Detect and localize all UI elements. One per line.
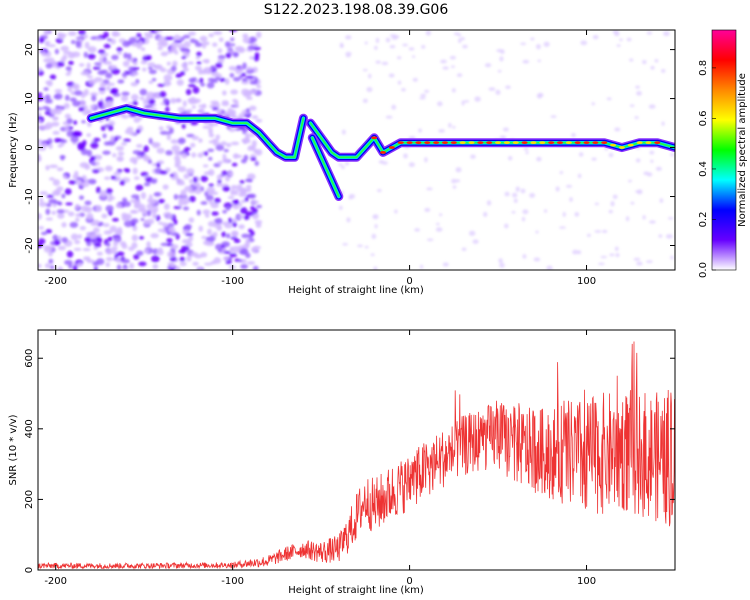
figure-title: S122.2023.198.08.39.G06 [264,2,449,18]
y-tick-label: 600 [24,349,35,368]
y-tick-label: -10 [24,188,35,204]
y-tick-label: 10 [24,92,35,105]
spectrogram-ylabel: Frequency (Hz) [8,112,19,188]
spectrogram-image [38,30,675,270]
colorbar-label: Normalized spectral amplitude [737,73,748,227]
x-tick-label: 0 [406,276,412,287]
ridge-branch [307,133,344,201]
colorbar-gradient [712,30,736,270]
x-tick-label: 100 [577,276,596,287]
noise-speckles [38,30,675,270]
colorbar: 0.0 0.2 0.4 0.6 0.8 Normalized spectral ampl… [698,29,748,278]
ridge-left [86,103,308,162]
snr-ticks: -200 -100 0 100 0 200 400 600 [24,330,675,587]
snr-ylabel: SNR (10 * v/v) [8,414,19,485]
colorbar-frame [711,29,737,271]
ridge-hotspots [371,136,661,154]
y-tick-label: 0 [24,144,35,150]
snr-frame [37,329,676,571]
x-tick-label: 0 [406,576,412,587]
snr-line-area [38,341,675,570]
x-tick-label: -100 [221,276,244,287]
y-tick-label: 400 [24,419,35,438]
x-tick-label: -200 [44,576,67,587]
colorbar-tick-label: 0.0 [698,262,709,278]
snr-line [38,341,675,570]
ridge-right [306,118,675,162]
snr-xlabel: Height of straight line (km) [288,585,424,596]
spectrogram-xlabel: Height of straight line (km) [288,285,424,296]
y-tick-label: 200 [24,490,35,509]
x-tick-label: -200 [44,276,67,287]
x-tick-label: -100 [221,576,244,587]
colorbar-ticks: 0.0 0.2 0.4 0.6 0.8 [698,60,716,278]
y-tick-label: -20 [24,237,35,253]
colorbar-tick-label: 0.6 [698,110,709,126]
spectrogram-frame [37,29,676,271]
x-tick-label: 100 [577,576,596,587]
y-tick-label: 0 [24,567,35,573]
snr-panel: -200 -100 0 100 0 200 400 600 Height of straigh… [8,329,676,596]
colorbar-tick-label: 0.4 [698,161,709,177]
colorbar-tick-label: 0.2 [698,212,709,228]
colorbar-tick-label: 0.8 [698,60,709,76]
y-tick-label: 20 [24,43,35,56]
